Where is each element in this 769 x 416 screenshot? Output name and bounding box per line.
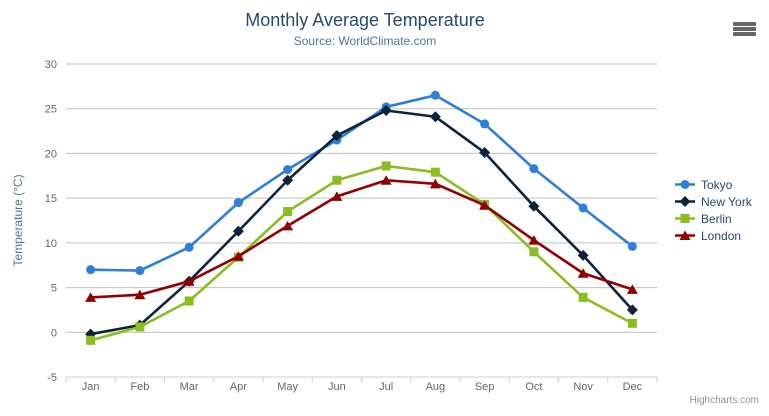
data-point-new-york-Nov[interactable] bbox=[577, 249, 589, 261]
hamburger-menu-icon[interactable] bbox=[733, 22, 756, 36]
data-point-london-Apr[interactable] bbox=[232, 251, 244, 261]
data-point-london-Dec[interactable] bbox=[626, 284, 638, 294]
x-tick-label: Aug bbox=[426, 381, 446, 393]
x-tick-label: Feb bbox=[130, 381, 149, 393]
data-point-london-Nov[interactable] bbox=[577, 268, 589, 278]
series-markers-london[interactable] bbox=[85, 175, 638, 302]
data-point-berlin-Jun[interactable] bbox=[332, 175, 342, 185]
series-line-london[interactable] bbox=[89, 178, 634, 299]
x-tick-label: Sep bbox=[475, 381, 495, 393]
legend-marker-shape[interactable] bbox=[679, 196, 691, 207]
chart-title: Monthly Average Temperature bbox=[245, 10, 485, 30]
legend-marker-shape[interactable] bbox=[680, 180, 690, 189]
legend: Tokyo New York Berlin London bbox=[674, 176, 752, 244]
y-tick-label: 10 bbox=[45, 238, 57, 250]
y-tick-label: 20 bbox=[45, 148, 57, 160]
x-tick-label: Jun bbox=[328, 381, 346, 393]
x-tick-label: Dec bbox=[623, 381, 643, 393]
data-point-new-york-Jun[interactable] bbox=[331, 130, 343, 142]
menu-bar bbox=[733, 27, 756, 31]
x-tick-label: Apr bbox=[230, 381, 247, 393]
chart-subtitle: Source: WorldClimate.com bbox=[293, 34, 437, 48]
data-point-tokyo-Dec[interactable] bbox=[627, 241, 637, 251]
legend-label: Tokyo bbox=[701, 177, 733, 192]
x-tick-label: Mar bbox=[180, 381, 199, 393]
x-tick-label: May bbox=[277, 381, 298, 393]
data-point-tokyo-Jan[interactable] bbox=[86, 265, 96, 275]
data-point-berlin-Jul[interactable] bbox=[381, 161, 391, 171]
y-axis-title: Temperature (°C) bbox=[11, 174, 25, 266]
legend-item-berlin[interactable]: Berlin bbox=[674, 210, 752, 227]
legend-label: London bbox=[701, 228, 742, 243]
y-tick-label: 25 bbox=[45, 104, 57, 116]
menu-bar bbox=[733, 22, 756, 26]
data-point-london-Jun[interactable] bbox=[331, 191, 343, 201]
data-point-london-Jul[interactable] bbox=[380, 175, 392, 185]
legend-label: New York bbox=[701, 194, 752, 209]
y-tick-label: 15 bbox=[45, 193, 57, 205]
data-point-london-Aug[interactable] bbox=[429, 178, 441, 189]
data-point-tokyo-Mar[interactable] bbox=[184, 242, 194, 252]
menu-bar bbox=[733, 32, 756, 36]
series-line-new-york[interactable] bbox=[89, 109, 634, 336]
data-point-london-Mar[interactable] bbox=[183, 276, 195, 286]
y-tick-label: -5 bbox=[47, 372, 57, 384]
highcharts-credit-link[interactable]: Highcharts.com bbox=[689, 395, 759, 406]
data-point-berlin-Oct[interactable] bbox=[529, 247, 539, 257]
data-point-tokyo-Aug[interactable] bbox=[430, 90, 440, 100]
data-point-london-Jan[interactable] bbox=[85, 292, 97, 302]
x-tick-label: Oct bbox=[525, 381, 542, 393]
data-point-tokyo-May[interactable] bbox=[283, 165, 293, 175]
x-tick-label: Nov bbox=[573, 381, 593, 393]
data-point-new-york-May[interactable] bbox=[282, 174, 294, 186]
data-point-tokyo-Oct[interactable] bbox=[529, 164, 539, 174]
legend-marker-triangle-icon bbox=[675, 230, 695, 241]
data-point-tokyo-Sep[interactable] bbox=[480, 119, 490, 129]
legend-marker-shape[interactable] bbox=[680, 214, 690, 223]
data-point-tokyo-Feb[interactable] bbox=[135, 266, 145, 276]
data-point-london-Sep[interactable] bbox=[479, 200, 491, 210]
data-point-london-May[interactable] bbox=[282, 220, 294, 231]
data-point-berlin-Aug[interactable] bbox=[430, 167, 440, 177]
data-point-berlin-Nov[interactable] bbox=[578, 292, 588, 302]
data-point-london-Feb[interactable] bbox=[134, 289, 146, 300]
data-point-new-york-Jul[interactable] bbox=[380, 105, 392, 117]
data-point-new-york-Apr[interactable] bbox=[232, 225, 244, 237]
data-point-berlin-Jan[interactable] bbox=[86, 335, 96, 345]
y-tick-label: 30 bbox=[45, 59, 57, 71]
legend-marker-shape[interactable] bbox=[679, 230, 691, 241]
y-tick-label: 5 bbox=[51, 283, 57, 295]
x-tick-label: Jul bbox=[379, 381, 393, 393]
data-point-berlin-Mar[interactable] bbox=[184, 296, 194, 306]
data-point-new-york-Sep[interactable] bbox=[479, 147, 491, 159]
data-point-tokyo-Apr[interactable] bbox=[233, 198, 243, 208]
legend-marker-circle-icon bbox=[675, 180, 695, 189]
data-point-berlin-Feb[interactable] bbox=[135, 322, 145, 332]
legend-marker-diamond-icon bbox=[675, 196, 695, 207]
series-markers-tokyo[interactable] bbox=[86, 90, 637, 276]
data-point-berlin-Dec[interactable] bbox=[627, 318, 637, 328]
data-point-new-york-Oct[interactable] bbox=[528, 200, 540, 212]
legend-item-tokyo[interactable]: Tokyo bbox=[674, 176, 752, 193]
legend-label: Berlin bbox=[701, 211, 732, 226]
data-point-new-york-Dec[interactable] bbox=[626, 304, 638, 316]
legend-marker-square-icon bbox=[675, 214, 695, 223]
legend-item-london[interactable]: London bbox=[674, 227, 752, 244]
data-point-tokyo-Nov[interactable] bbox=[578, 203, 588, 213]
series-line-berlin[interactable] bbox=[89, 164, 634, 342]
series-markers-new-york[interactable] bbox=[85, 105, 638, 340]
data-point-berlin-May[interactable] bbox=[283, 207, 293, 217]
x-tick-label: Jan bbox=[82, 381, 100, 393]
legend-item-new-york[interactable]: New York bbox=[674, 193, 752, 210]
data-point-new-york-Aug[interactable] bbox=[429, 111, 441, 123]
y-tick-label: 0 bbox=[51, 327, 57, 339]
data-point-london-Oct[interactable] bbox=[528, 235, 540, 245]
